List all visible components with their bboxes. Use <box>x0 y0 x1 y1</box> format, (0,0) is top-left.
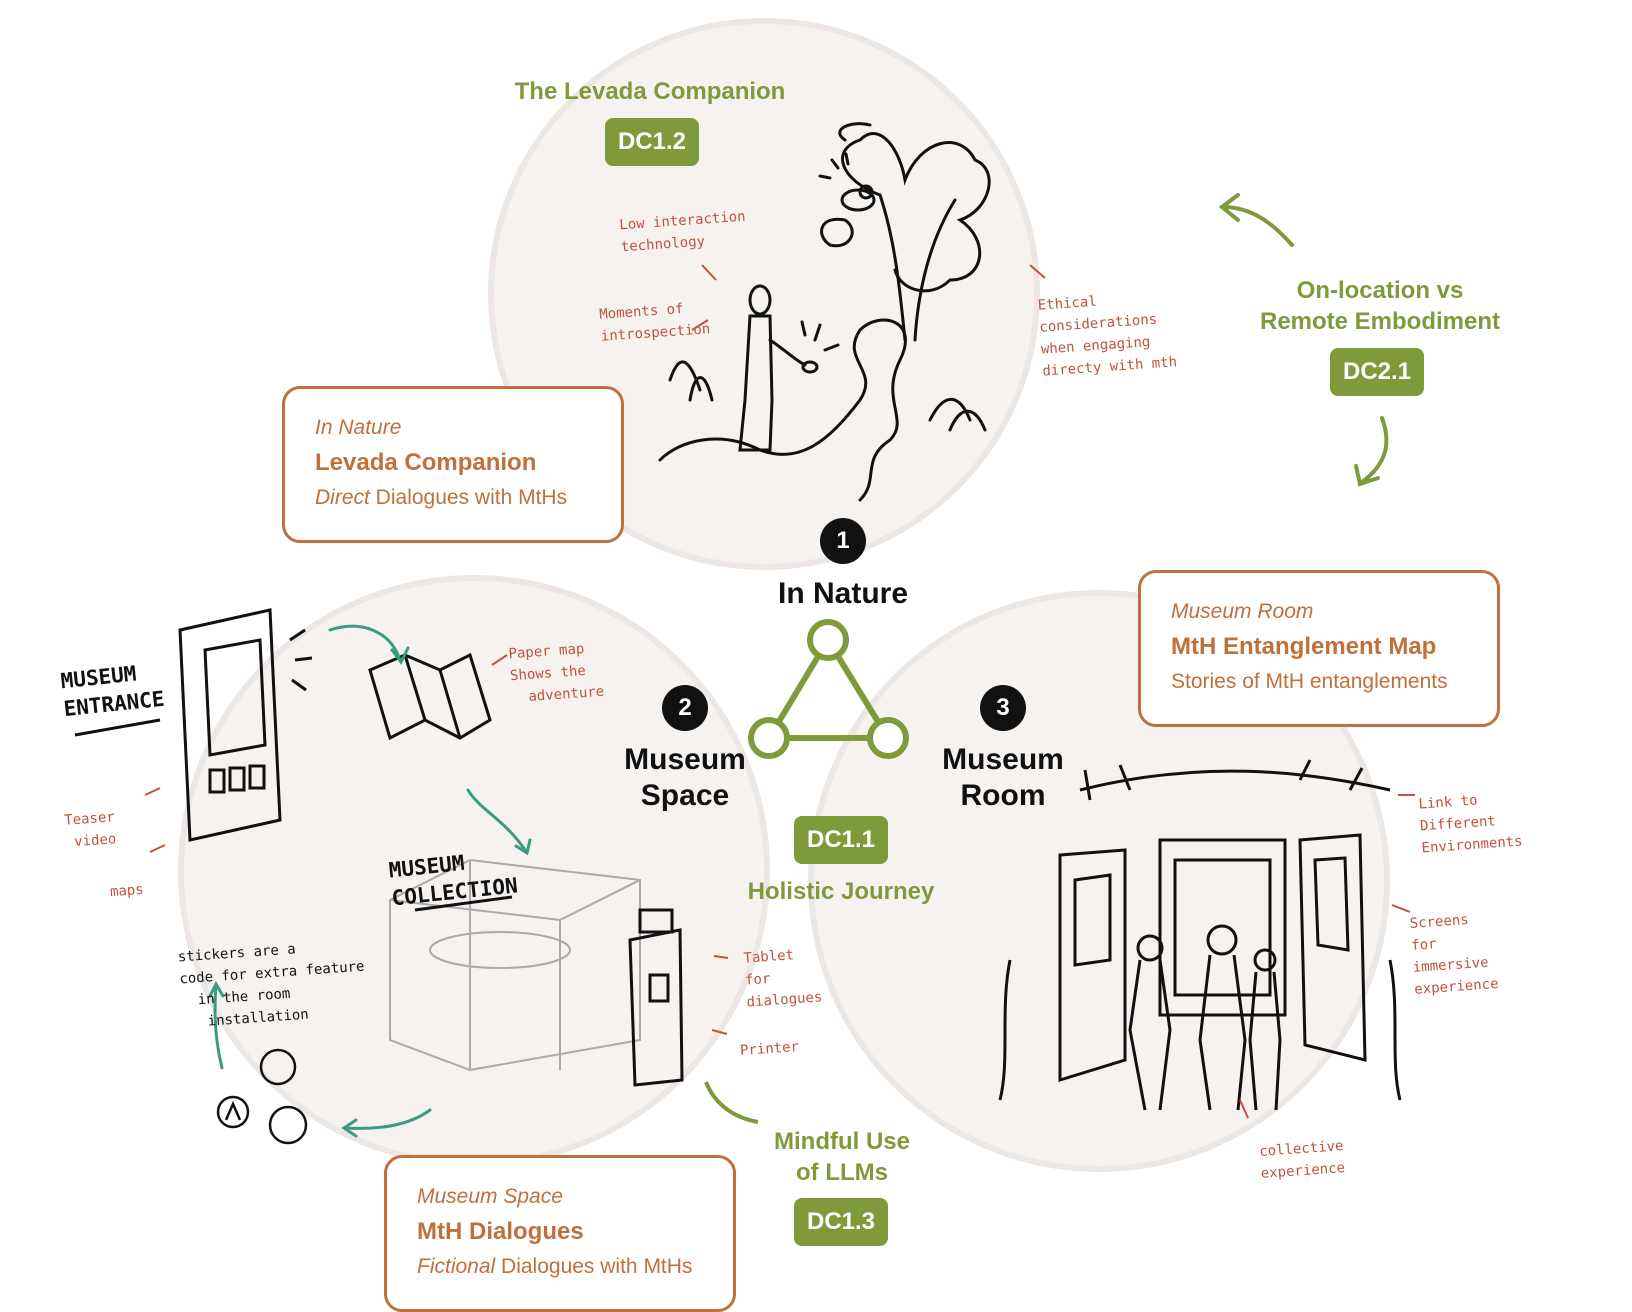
person-sketch <box>658 284 987 502</box>
area-2-label-line1: Museum <box>624 743 746 776</box>
nature-card: In Nature Levada Companion Direct Dialog… <box>282 386 624 543</box>
room-card-context: Museum Room <box>1171 600 1314 623</box>
paper-map-note: Paper map Shows the adventure <box>508 641 605 707</box>
embodiment-arrows <box>1218 193 1389 487</box>
dc1-3-badge: DC1.3 <box>794 1198 888 1246</box>
llm-title-line2: of LLMs <box>796 1159 888 1186</box>
nature-card-desc: Direct Dialogues with MtHs <box>315 481 621 515</box>
maps-note: maps <box>109 881 145 901</box>
area-3-label-line2: Room <box>960 779 1046 812</box>
room-card-title: MtH Entanglement Map <box>1171 633 1437 660</box>
space-card-desc-em: Fictional <box>417 1255 496 1278</box>
embodiment-title-line2: Remote Embodiment <box>1259 308 1501 335</box>
embodiment-title-line1: On-location vs <box>1296 277 1464 304</box>
printer-note: Printer <box>739 1038 800 1060</box>
ethical-note: Ethical considerations when engaging dir… <box>1037 293 1178 380</box>
area-2-number: 2 <box>662 685 708 731</box>
stickers-sketch <box>216 1048 308 1145</box>
collection-underline <box>414 895 513 912</box>
llm-title-line1: Mindful Use <box>774 1128 910 1155</box>
nature-card-context: In Nature <box>315 416 402 439</box>
stickers-note: stickers are a code for extra feature in… <box>177 941 366 1032</box>
llm-connector <box>704 1081 759 1124</box>
tree-sketch <box>818 122 991 342</box>
area-2-label-line2: Space <box>640 779 730 812</box>
area-1-label: In Nature <box>777 577 909 610</box>
teaser-note: Teaser video <box>63 809 117 851</box>
museum-entrance-label: MUSEUM ENTRANCE <box>59 661 166 722</box>
dc2-1-badge: DC2.1 <box>1330 348 1424 396</box>
paper-map-sketch <box>368 652 492 741</box>
link-environments-note: Link to Different Environments <box>1418 792 1524 857</box>
levada-companion-title: The Levada Companion <box>514 78 786 105</box>
area-1-number: 1 <box>820 518 866 564</box>
journey-triangle <box>748 619 909 759</box>
moments-note: Moments of introspection <box>598 300 711 345</box>
space-card-desc: Fictional Dialogues with MtHs <box>417 1250 733 1284</box>
note-ticks <box>144 264 1415 1119</box>
collective-note: collective experience <box>1258 1138 1346 1182</box>
low-interaction-note: Low interaction technology <box>618 208 747 256</box>
flow-arrows <box>208 624 532 1138</box>
entrance-underline <box>74 718 161 737</box>
room-card: Museum Room MtH Entanglement Map Stories… <box>1138 570 1500 727</box>
nature-card-desc-em: Direct <box>315 486 370 509</box>
holistic-journey-label: Holistic Journey <box>747 878 935 905</box>
nature-card-desc-rest: Dialogues with MtHs <box>369 486 568 509</box>
nature-card-title: Levada Companion <box>315 449 537 476</box>
space-card: Museum Space MtH Dialogues Fictional Dia… <box>384 1155 736 1312</box>
space-card-title: MtH Dialogues <box>417 1218 584 1245</box>
dc1-2-badge: DC1.2 <box>605 118 699 166</box>
space-card-desc-rest: Dialogues with MtHs <box>495 1255 693 1278</box>
room-card-desc: Stories of MtH entanglements <box>1171 670 1448 693</box>
kiosk-sketch <box>628 908 684 1087</box>
room-installation-sketch <box>998 759 1402 1111</box>
area-3-number: 3 <box>980 685 1026 731</box>
screens-note: Screens for immersive experience <box>1409 911 1500 998</box>
door-sketch <box>178 608 313 842</box>
dc1-1-badge: DC1.1 <box>794 816 888 864</box>
space-card-context: Museum Space <box>417 1185 563 1208</box>
tablet-note: Tablet for dialogues <box>742 947 823 1011</box>
area-3-label-line1: Museum <box>942 743 1064 776</box>
